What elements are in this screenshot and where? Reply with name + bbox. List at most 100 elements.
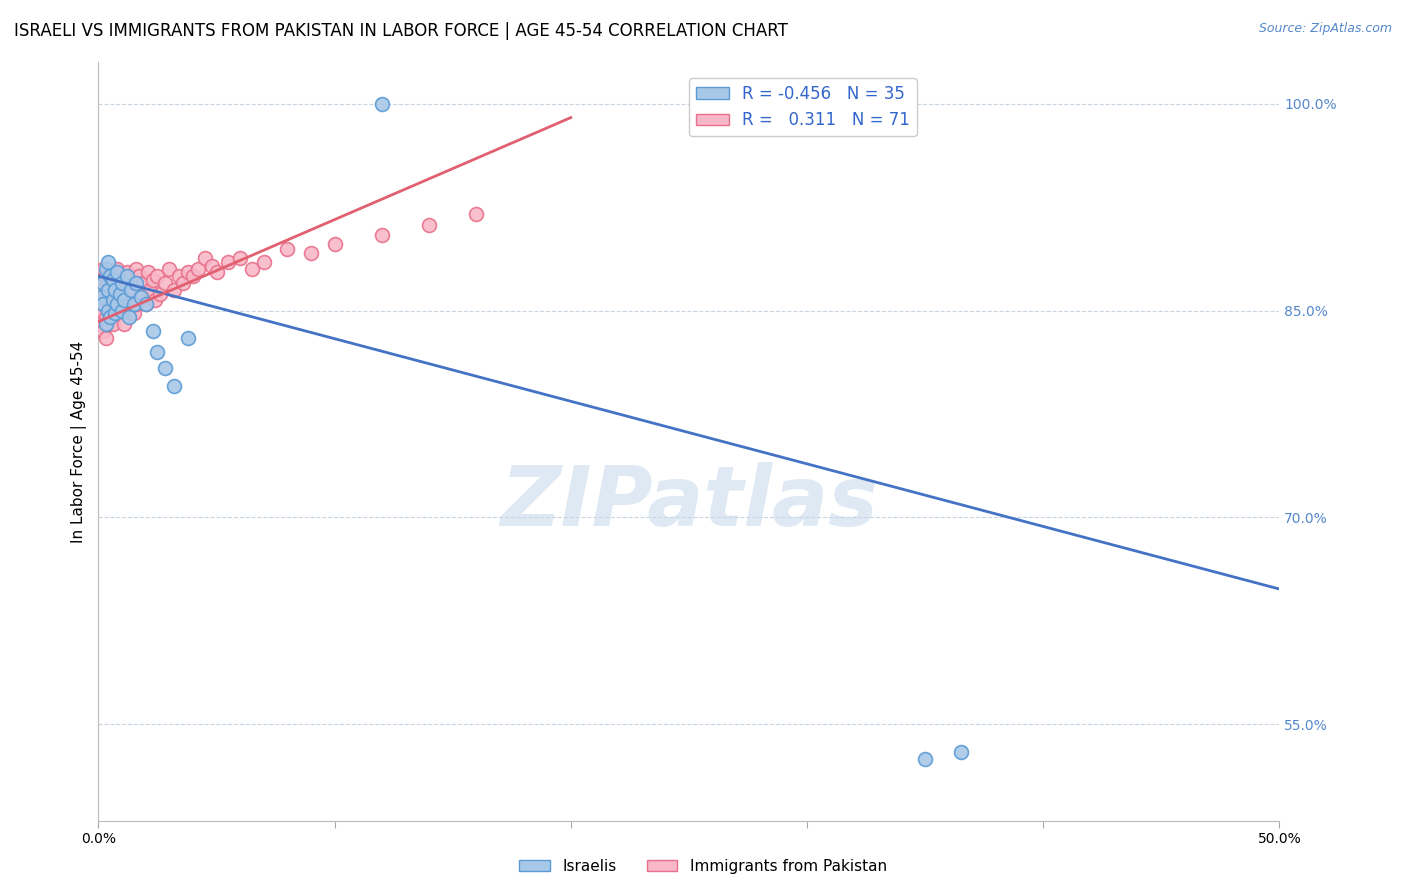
Point bbox=[98, 269, 121, 284]
Point bbox=[91, 324, 114, 338]
Point bbox=[135, 296, 157, 310]
Point bbox=[153, 361, 176, 376]
Point bbox=[118, 296, 141, 310]
Point bbox=[108, 296, 131, 310]
Point bbox=[115, 265, 138, 279]
Point bbox=[142, 273, 165, 287]
Point bbox=[217, 255, 239, 269]
Point bbox=[136, 265, 159, 279]
Legend: R = -0.456   N = 35, R =   0.311   N = 71: R = -0.456 N = 35, R = 0.311 N = 71 bbox=[689, 78, 917, 136]
Point bbox=[240, 262, 263, 277]
Y-axis label: In Labor Force | Age 45-54: In Labor Force | Age 45-54 bbox=[72, 341, 87, 542]
Point bbox=[94, 331, 117, 345]
Point bbox=[112, 293, 135, 307]
Text: ZIPatlas: ZIPatlas bbox=[501, 462, 877, 542]
Point bbox=[121, 287, 143, 301]
Point bbox=[149, 287, 172, 301]
Text: ISRAELI VS IMMIGRANTS FROM PAKISTAN IN LABOR FORCE | AGE 45-54 CORRELATION CHART: ISRAELI VS IMMIGRANTS FROM PAKISTAN IN L… bbox=[14, 22, 787, 40]
Point bbox=[97, 293, 120, 307]
Point bbox=[98, 287, 121, 301]
Point bbox=[105, 265, 128, 279]
Point bbox=[122, 276, 145, 290]
Point bbox=[94, 310, 117, 325]
Point bbox=[371, 227, 394, 242]
Text: Source: ZipAtlas.com: Source: ZipAtlas.com bbox=[1258, 22, 1392, 36]
Point bbox=[205, 265, 228, 279]
Legend: Israelis, Immigrants from Pakistan: Israelis, Immigrants from Pakistan bbox=[513, 853, 893, 880]
Point bbox=[418, 218, 440, 232]
Point bbox=[94, 318, 117, 332]
Point bbox=[125, 276, 148, 290]
Point bbox=[112, 318, 135, 332]
Point bbox=[163, 379, 186, 393]
Point bbox=[104, 293, 127, 307]
Point bbox=[90, 303, 112, 318]
Point bbox=[108, 287, 131, 301]
Point bbox=[91, 296, 114, 310]
Point bbox=[143, 293, 166, 307]
Point bbox=[115, 283, 138, 297]
Point bbox=[949, 745, 972, 759]
Point bbox=[465, 207, 488, 221]
Point bbox=[98, 265, 121, 279]
Point bbox=[98, 310, 121, 325]
Point bbox=[97, 276, 120, 290]
Point bbox=[146, 269, 169, 284]
Point bbox=[90, 290, 112, 304]
Point bbox=[108, 283, 131, 297]
Point bbox=[101, 318, 124, 332]
Point bbox=[105, 262, 128, 277]
Point bbox=[90, 318, 112, 332]
Point bbox=[194, 251, 217, 265]
Point bbox=[91, 276, 114, 290]
Point bbox=[253, 255, 276, 269]
Point bbox=[146, 345, 169, 359]
Point bbox=[98, 303, 121, 318]
Point bbox=[97, 303, 120, 318]
Point bbox=[129, 290, 152, 304]
Point bbox=[105, 296, 128, 310]
Point bbox=[125, 262, 148, 277]
Point bbox=[914, 751, 936, 765]
Point bbox=[91, 262, 114, 277]
Point bbox=[111, 303, 134, 318]
Point bbox=[104, 273, 127, 287]
Point bbox=[104, 306, 127, 320]
Point bbox=[276, 242, 298, 256]
Point bbox=[142, 324, 165, 338]
Point bbox=[201, 260, 224, 274]
Point bbox=[132, 276, 155, 290]
Point bbox=[105, 306, 128, 320]
Point bbox=[97, 318, 120, 332]
Point bbox=[101, 273, 124, 287]
Point bbox=[111, 276, 134, 290]
Point bbox=[101, 296, 124, 310]
Point bbox=[90, 276, 112, 290]
Point bbox=[104, 283, 127, 297]
Point bbox=[157, 262, 180, 277]
Point bbox=[299, 245, 322, 260]
Point bbox=[112, 293, 135, 307]
Point bbox=[371, 96, 394, 111]
Point bbox=[105, 287, 128, 301]
Point bbox=[101, 293, 124, 307]
Point bbox=[91, 296, 114, 310]
Point bbox=[181, 269, 204, 284]
Point bbox=[111, 303, 134, 318]
Point bbox=[118, 273, 141, 287]
Point bbox=[129, 287, 152, 301]
Point bbox=[153, 276, 176, 290]
Point bbox=[177, 265, 200, 279]
Point bbox=[125, 296, 148, 310]
Point bbox=[122, 306, 145, 320]
Point bbox=[97, 255, 120, 269]
Point bbox=[128, 269, 150, 284]
Point bbox=[118, 310, 141, 325]
Point bbox=[94, 290, 117, 304]
Point bbox=[115, 269, 138, 284]
Point bbox=[229, 251, 252, 265]
Point bbox=[91, 283, 114, 297]
Point bbox=[101, 283, 124, 297]
Point bbox=[139, 283, 162, 297]
Point bbox=[177, 331, 200, 345]
